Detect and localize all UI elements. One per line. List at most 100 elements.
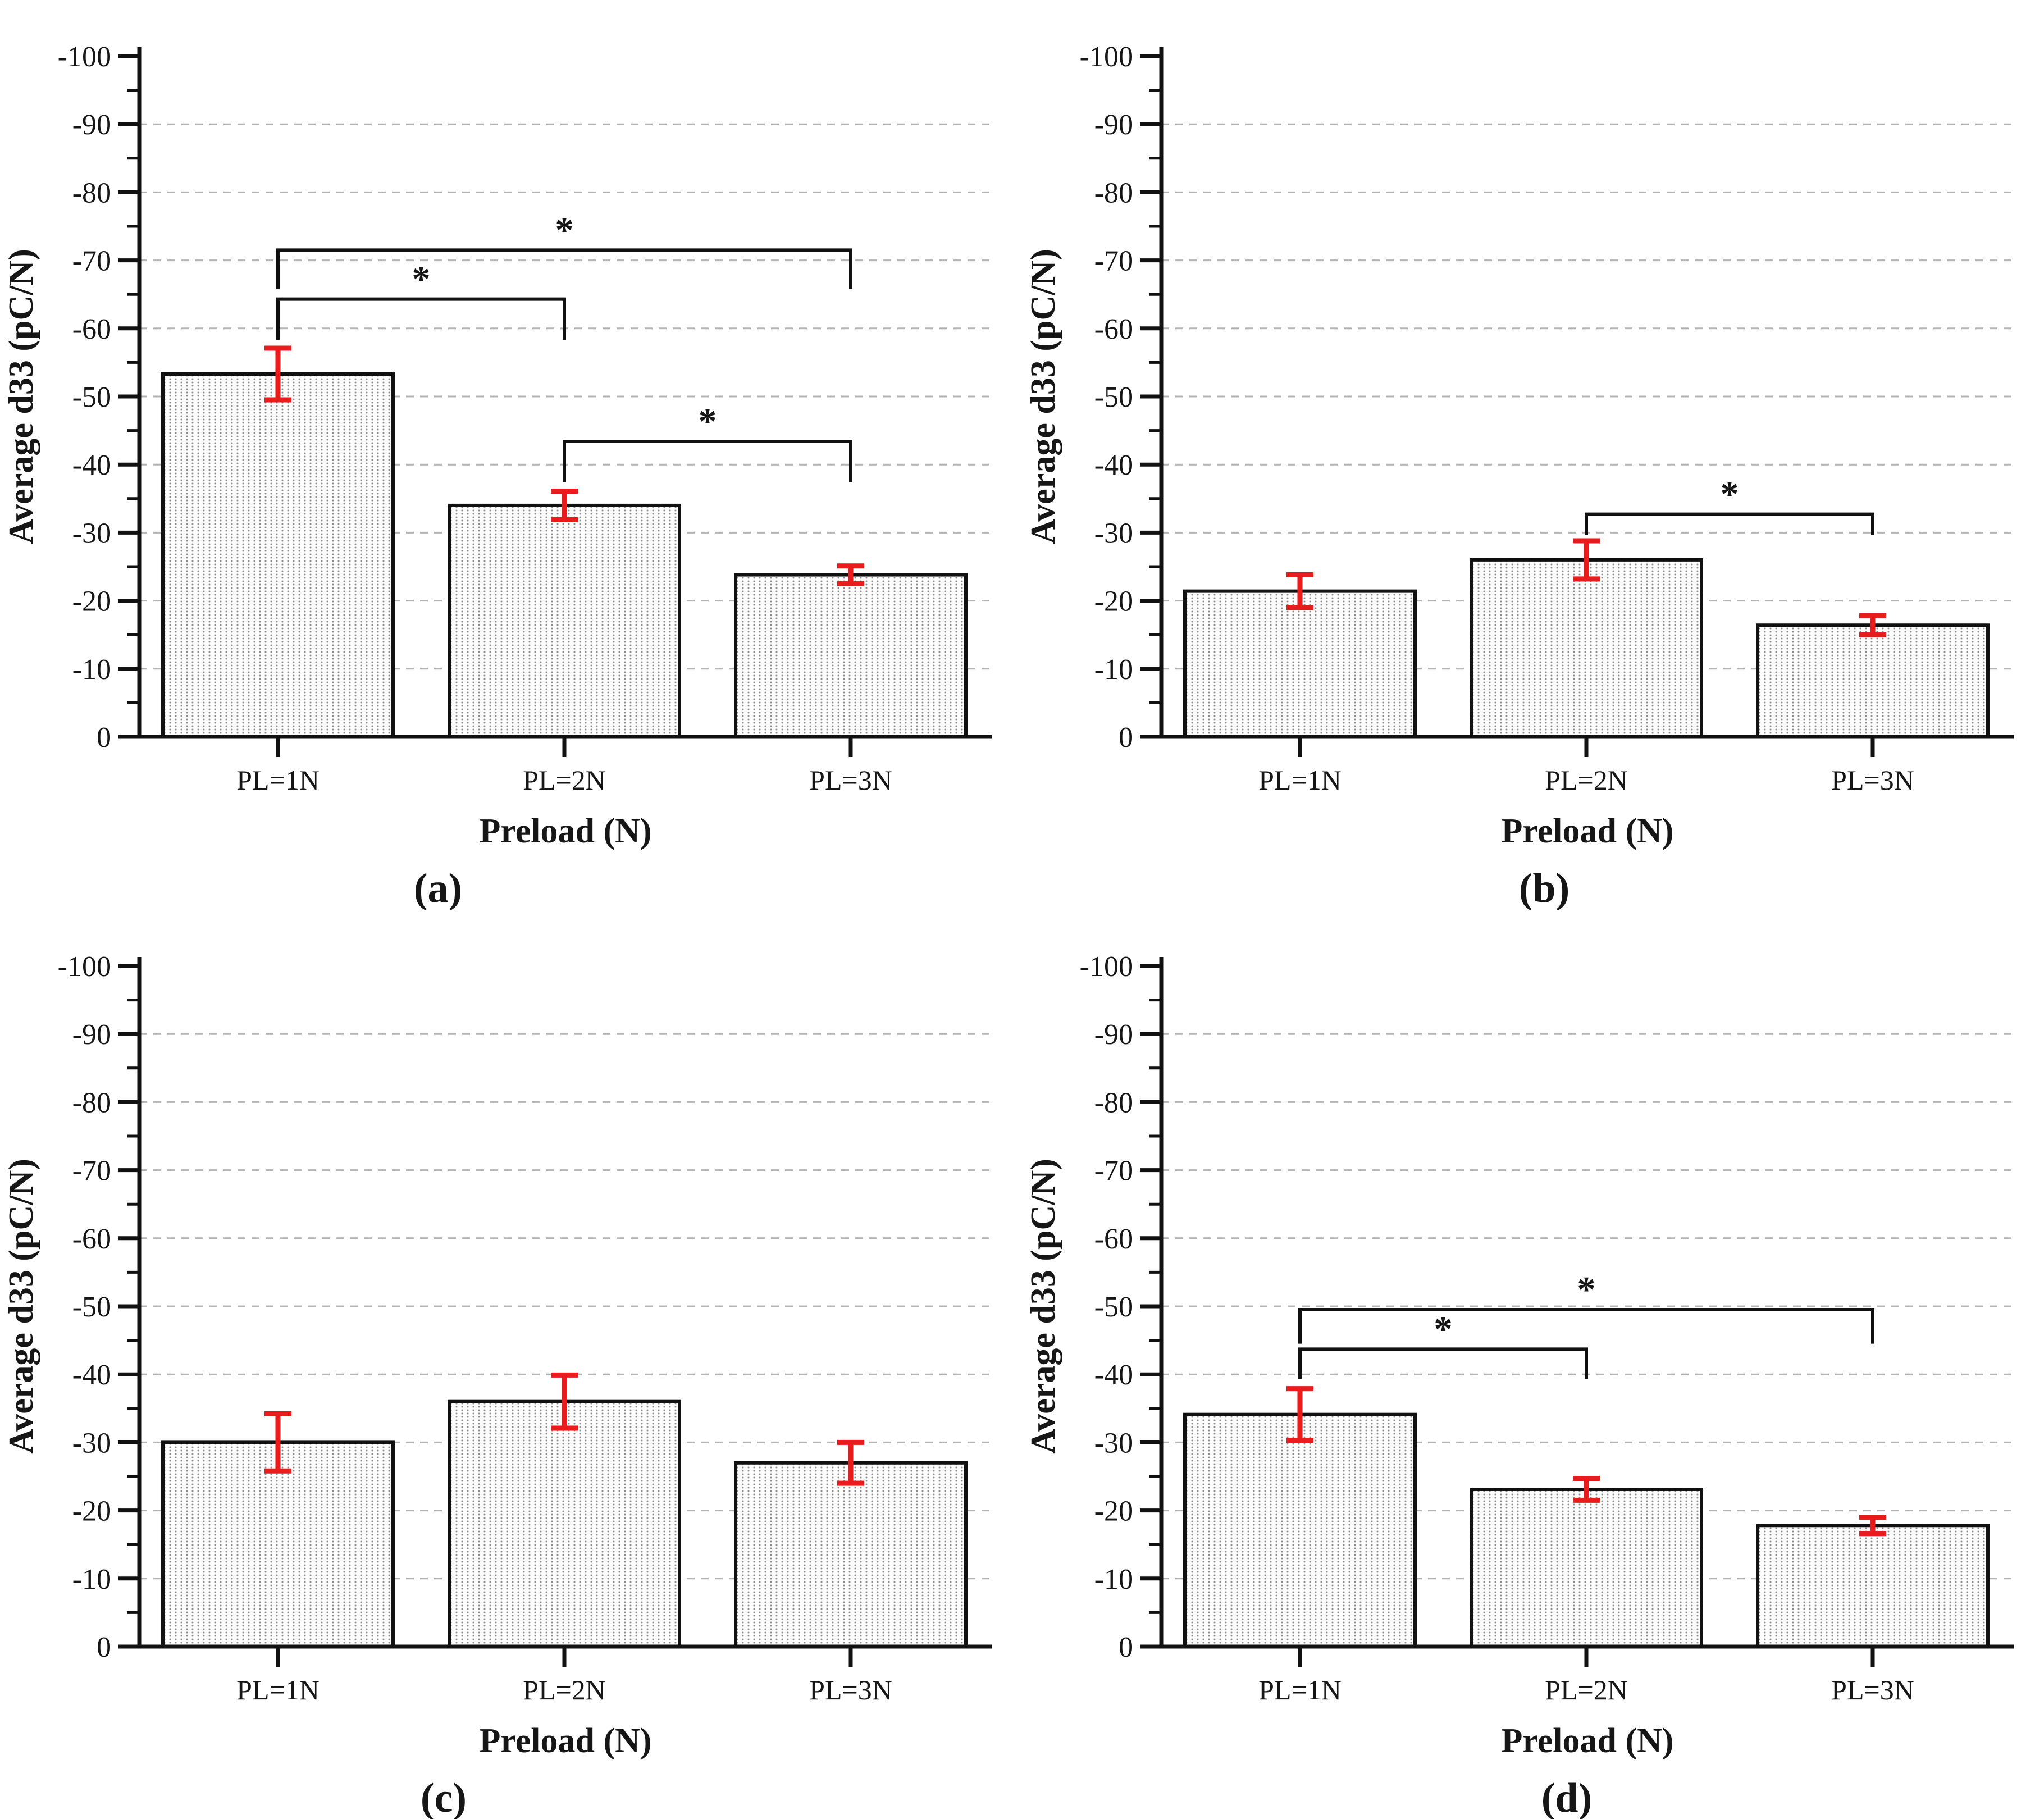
panel-a: * * * 0 -10 -20 -30 -40 -50 -60 -70 -80 -90 -100 PL=1N… [0,0,1022,910]
y-tick-label: -100 [1080,41,1133,73]
significance-star: * [412,259,431,300]
chart-b: * 0 -10 -20 -30 -40 -50 -60 -70 -80 -90 -100 PL=1N PL… [1024,41,2014,910]
y-tick-label: -10 [72,654,111,686]
bar-PL=2N [1470,558,1703,738]
y-tick-label: -20 [1094,586,1133,618]
y-tick-label: -70 [72,245,111,277]
x-axis-title: Preload (N) [479,812,651,850]
category-label: PL=3N [809,1674,892,1706]
y-tick-label: 0 [1119,1631,1133,1663]
bar-PL=3N [734,573,968,738]
y-tick-label: -30 [72,517,111,549]
y-tick-label: -10 [1094,1563,1133,1595]
significance-bracket [1298,1347,1588,1379]
y-tick-label: -50 [72,1291,111,1323]
category-label: PL=2N [1545,1674,1628,1706]
y-tick-label: -30 [1094,1427,1133,1459]
y-tick-label: -30 [72,1427,111,1459]
y-tick-label: -40 [1094,1359,1133,1391]
panel-c: 0 -10 -20 -30 -40 -50 -60 -70 -80 -90 -100 PL=1N PL=… [0,910,1022,1819]
category-label: PL=3N [1831,1674,1914,1706]
y-tick-label: -90 [1094,109,1133,141]
bar-PL=2N [448,1399,681,1648]
y-tick-label: -70 [72,1155,111,1187]
chart-a: * * * 0 -10 -20 -30 -40 -50 -60 -70 -80 -90 -100 PL=1N… [2,41,992,910]
significance-bracket [276,297,566,340]
bar-PL=3N [1756,1524,1990,1649]
bar-PL=3N [1756,623,1990,739]
y-tick-label: -60 [1094,1223,1133,1255]
y-tick-label: -60 [72,1223,111,1255]
y-tick-label: -90 [72,1019,111,1051]
y-tick-label: -70 [1094,1155,1133,1187]
bar-PL=2N [448,503,681,738]
y-tick-label: -80 [72,1087,111,1119]
y-axis-title: Average d33 (pC/N) [2,1159,40,1454]
category-label: PL=1N [1258,1674,1342,1706]
y-tick-label: -80 [72,177,111,209]
y-tick-label: -80 [1094,177,1133,209]
y-tick-label: -90 [72,109,111,141]
y-tick-label: -50 [1094,1291,1133,1323]
significance-star: * [1721,474,1739,515]
x-axis-title: Preload (N) [479,1722,651,1760]
chart-d: * * 0 -10 -20 -30 -40 -50 -60 -70 -80 -90 -100 PL=1N P… [1024,951,2014,1819]
y-tick-label: -60 [72,313,111,345]
significance-star: * [699,401,717,442]
significance-bracket [563,439,852,482]
category-label: PL=3N [1831,764,1914,796]
category-label: PL=2N [523,764,606,796]
y-tick-label: -20 [72,1496,111,1528]
category-label: PL=2N [523,1674,606,1706]
y-tick-label: -10 [72,1563,111,1595]
y-tick-label: -90 [1094,1019,1133,1051]
y-tick-label: 0 [97,1631,111,1663]
bar-PL=2N [1470,1488,1703,1648]
y-axis-title: Average d33 (pC/N) [1024,1159,1062,1454]
panel-caption: (b) [1519,865,1570,910]
y-tick-label: -50 [1094,381,1133,413]
y-tick-label: -20 [72,586,111,618]
significance-star: * [1434,1309,1453,1350]
y-tick-label: -100 [58,951,111,983]
x-axis-title: Preload (N) [1501,812,1673,850]
category-label: PL=1N [236,1674,320,1706]
bar-PL=3N [734,1461,968,1648]
panel-caption: (a) [414,865,462,910]
y-tick-label: -70 [1094,245,1133,277]
panel-caption: (c) [421,1775,467,1819]
chart-c: 0 -10 -20 -30 -40 -50 -60 -70 -80 -90 -100 PL=1N PL=… [2,951,992,1819]
category-label: PL=3N [809,764,892,796]
y-tick-label: -30 [1094,517,1133,549]
significance-bracket [1298,1308,1874,1344]
category-label: PL=2N [1545,764,1628,796]
bar-PL=1N [1183,1412,1417,1648]
panel-d: * * 0 -10 -20 -30 -40 -50 -60 -70 -80 -90 -100 PL=1N P… [1022,910,2044,1819]
y-tick-label: -100 [58,41,111,73]
y-tick-label: -20 [1094,1496,1133,1528]
category-label: PL=1N [236,764,320,796]
y-tick-label: 0 [97,722,111,754]
panel-caption: (d) [1541,1775,1592,1819]
y-axis-title: Average d33 (pC/N) [2,249,40,544]
y-axis-title: Average d33 (pC/N) [1024,249,1062,544]
y-tick-label: -80 [1094,1087,1133,1119]
y-tick-label: -100 [1080,951,1133,983]
category-label: PL=1N [1258,764,1342,796]
significance-bracket [276,248,852,289]
panel-b: * 0 -10 -20 -30 -40 -50 -60 -70 -80 -90 -100 PL=1N PL… [1022,0,2044,910]
y-tick-label: 0 [1119,722,1133,754]
bar-PL=1N [161,372,395,738]
significance-bracket [1585,512,1874,535]
x-axis-title: Preload (N) [1501,1722,1673,1760]
y-tick-label: -40 [72,1359,111,1391]
significance-star: * [1577,1269,1596,1310]
y-tick-label: -10 [1094,654,1133,686]
y-tick-label: -40 [1094,449,1133,481]
significance-star: * [555,209,574,250]
y-tick-label: -60 [1094,313,1133,345]
y-tick-label: -40 [72,449,111,481]
bar-PL=1N [1183,589,1417,738]
y-tick-label: -50 [72,381,111,413]
